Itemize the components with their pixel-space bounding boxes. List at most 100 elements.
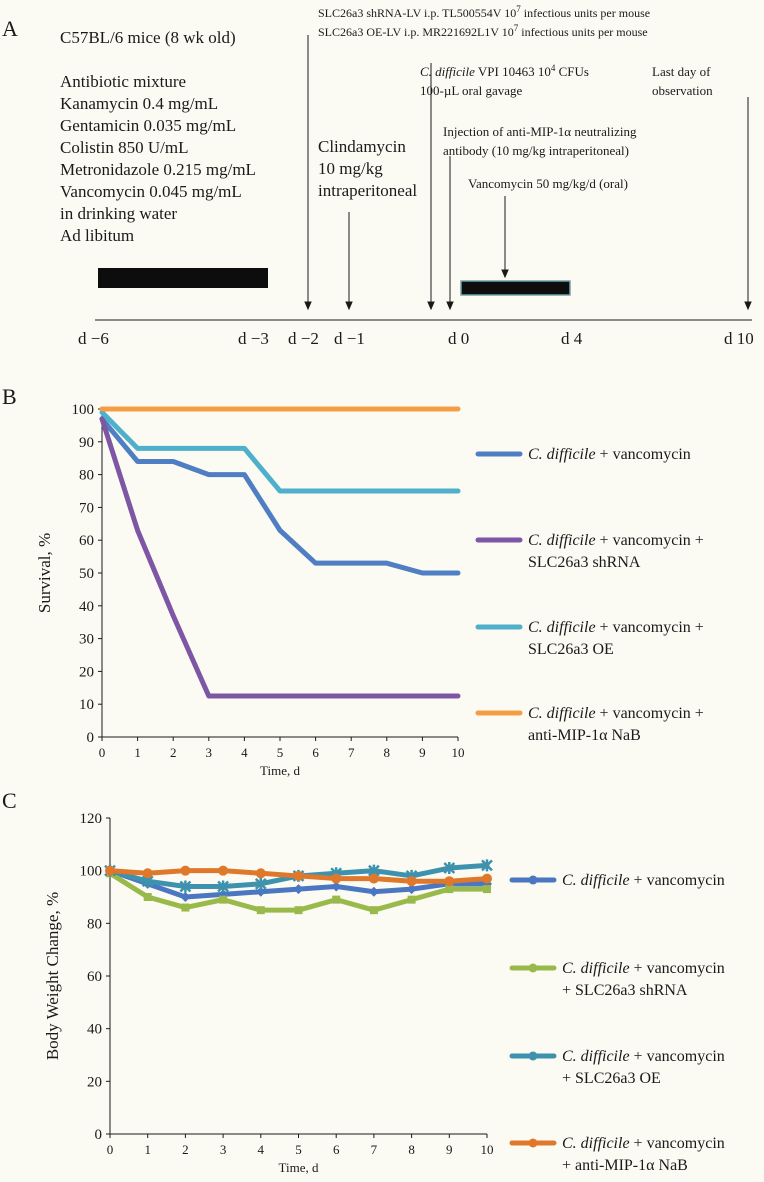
abx-line: Kanamycin 0.4 mg/mL	[60, 94, 218, 113]
data-point	[444, 876, 455, 887]
y-tick-label: 60	[87, 969, 102, 985]
x-tick-label: 9	[446, 1142, 453, 1157]
x-axis-label: Time, d	[279, 1160, 319, 1175]
cdiff-gavage-label: 100-µL oral gavage	[420, 83, 523, 98]
antibiotic-period-bar	[98, 268, 268, 288]
arrow-last-day-head	[744, 301, 752, 311]
last-day-line: observation	[652, 83, 713, 98]
abx-line: Gentamicin 0.035 mg/mL	[60, 116, 236, 135]
arrow-cdiff-head	[427, 301, 435, 311]
x-tick-label: 8	[384, 745, 391, 760]
day-labels: d −6 d −3 d −2 d −1 d 0 d 4 d 10	[78, 329, 754, 348]
arrow-lv-head	[304, 301, 312, 311]
x-tick-label: 6	[312, 745, 319, 760]
abx-line: Colistin 850 U/mL	[60, 138, 188, 157]
legend-label: C. difficile + vancomycin +	[528, 532, 704, 549]
day-label: d −6	[78, 329, 109, 348]
data-point	[443, 862, 456, 875]
legend-marker	[528, 875, 538, 885]
legend-marker	[528, 1051, 538, 1061]
abx-line: Metronidazole 0.215 mg/mL	[60, 160, 256, 179]
data-point	[331, 881, 342, 892]
data-point	[332, 895, 341, 904]
abx-line: Antibiotic mixture	[60, 72, 186, 91]
x-tick-label: 9	[419, 745, 426, 760]
y-tick-label: 0	[95, 1127, 103, 1143]
x-tick-label: 5	[295, 1142, 302, 1157]
x-tick-label: 7	[348, 745, 355, 760]
y-tick-label: 80	[79, 468, 94, 484]
x-tick-label: 10	[452, 745, 465, 760]
data-point	[294, 906, 303, 915]
clinda-line: intraperitoneal	[318, 181, 417, 200]
y-tick-label: 100	[72, 402, 95, 418]
data-point	[331, 873, 342, 884]
legend-marker	[528, 1138, 538, 1148]
y-axis-label: Survival, %	[35, 533, 54, 613]
data-point	[255, 868, 266, 879]
y-tick-label: 10	[79, 697, 94, 713]
abx-line: in drinking water	[60, 204, 177, 223]
x-tick-label: 10	[481, 1142, 494, 1157]
last-day-line: Last day of	[652, 64, 711, 79]
panel-a: A C57BL/6 mice (8 wk old) Antibiotic mix…	[2, 4, 754, 348]
y-tick-label: 40	[87, 1022, 102, 1038]
data-point	[255, 886, 266, 897]
data-point	[369, 906, 378, 915]
panel-c-letter: C	[2, 788, 17, 813]
x-tick-label: 4	[241, 745, 248, 760]
x-tick-label: 2	[182, 1142, 189, 1157]
y-tick-label: 120	[80, 811, 103, 827]
cdiff-label: C. difficile VPI 10463 104 CFUs	[420, 63, 589, 79]
data-point	[406, 884, 417, 895]
x-tick-label: 6	[333, 1142, 340, 1157]
y-tick-label: 70	[79, 500, 94, 516]
data-point	[180, 892, 191, 902]
y-tick-label: 20	[87, 1074, 102, 1090]
x-tick-label: 1	[134, 745, 141, 760]
x-tick-label: 3	[220, 1142, 227, 1157]
day-label: d −1	[334, 329, 365, 348]
data-point	[293, 884, 304, 895]
legend-label-line2: + anti-MIP-1α NaB	[562, 1157, 688, 1174]
legend-label: C. difficile + vancomycin	[562, 1135, 725, 1152]
legend-label-line2: SLC26a3 shRNA	[528, 554, 641, 571]
y-axis-label: Body Weight Change, %	[43, 892, 62, 1060]
legend-label-line2: + SLC26a3 shRNA	[562, 982, 688, 999]
y-tick-label: 20	[79, 664, 94, 680]
data-point	[481, 859, 493, 872]
day-label: d 4	[561, 329, 583, 348]
legend-marker	[528, 963, 538, 973]
antimip-line: antibody (10 mg/kg intraperitoneal)	[443, 143, 629, 158]
data-point	[179, 880, 192, 893]
mice-label: C57BL/6 mice (8 wk old)	[60, 28, 236, 47]
x-tick-label: 4	[258, 1142, 265, 1157]
series-line	[99, 416, 461, 576]
legend-label: C. difficile + vancomycin +	[528, 619, 704, 636]
day-label: d 10	[724, 329, 754, 348]
y-tick-label: 80	[87, 916, 102, 932]
series-line	[99, 416, 461, 699]
arrow-vanco-head	[501, 269, 509, 279]
lv-shrna-label: SLC26a3 shRNA-LV i.p. TL500554V 107 infe…	[318, 4, 650, 20]
data-point	[293, 870, 304, 881]
data-point	[482, 873, 492, 884]
vanco-oral-label: Vancomycin 50 mg/kg/d (oral)	[468, 176, 628, 191]
data-point	[218, 865, 229, 876]
panel-b-survival-chart: B 0 10 20 30 40 50 60 70 80 90 100 0 1 2 3 4 5 6 7 8 9 10 Time…	[2, 384, 704, 778]
legend-label: C. difficile + vancomycin	[562, 872, 725, 889]
legend-label: C. difficile + vancomycin	[562, 1048, 725, 1065]
x-tick-label: 3	[206, 745, 213, 760]
y-tick-label: 50	[79, 566, 94, 582]
x-tick-label: 1	[144, 1142, 151, 1157]
data-point	[105, 865, 115, 876]
legend-label-line2: + SLC26a3 OE	[562, 1070, 661, 1087]
x-axis-label: Time, d	[260, 763, 300, 778]
data-point	[406, 876, 417, 887]
abx-line: Vancomycin 0.045 mg/mL	[60, 182, 242, 201]
data-point	[256, 906, 265, 915]
data-point	[180, 865, 191, 876]
data-point	[445, 885, 454, 894]
data-point	[142, 868, 153, 879]
antimip-line: Injection of anti-MIP-1α neutralizing	[443, 124, 637, 139]
